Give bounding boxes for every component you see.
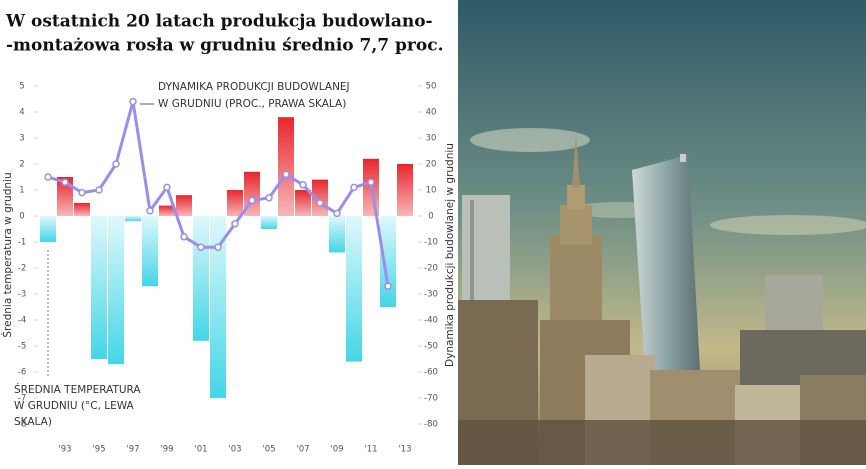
y-tick-label: 4 bbox=[19, 108, 24, 118]
y-tick-label: 5 bbox=[19, 82, 24, 92]
bar bbox=[91, 216, 107, 359]
line-marker bbox=[197, 243, 205, 251]
y2-tick-label: -10 bbox=[424, 238, 438, 248]
line-marker bbox=[78, 188, 86, 197]
line-marker bbox=[112, 160, 120, 168]
y2-tick-label: -40 bbox=[424, 316, 438, 326]
line-marker bbox=[61, 178, 69, 186]
y-tick-label: 3 bbox=[19, 134, 24, 144]
city-photo bbox=[458, 0, 866, 465]
y2-tick-label: -20 bbox=[424, 264, 438, 274]
line-marker bbox=[248, 196, 256, 205]
y-tick-label: -4 bbox=[18, 316, 26, 326]
chart-title: -montażowa rosła w grudniu średnio 7,7 p… bbox=[6, 36, 444, 56]
y2-tick-label: -50 bbox=[424, 342, 438, 352]
chart-title: W ostatnich 20 latach produkcja budowlan… bbox=[5, 12, 433, 32]
bar bbox=[346, 216, 362, 362]
line-marker bbox=[265, 194, 273, 202]
x-tick-label: '01 bbox=[194, 445, 207, 455]
bar bbox=[278, 117, 294, 216]
y2-tick-label: 30 bbox=[426, 134, 437, 144]
bar bbox=[74, 203, 90, 216]
bar bbox=[40, 216, 56, 242]
annotation: W GRUDNIU (°C, LEWA bbox=[14, 400, 135, 412]
bar bbox=[210, 216, 226, 398]
y2-tick-label: -70 bbox=[424, 394, 438, 404]
chart: W ostatnich 20 latach produkcja budowlan… bbox=[1, 11, 456, 455]
bar bbox=[57, 177, 73, 216]
line-marker bbox=[333, 209, 341, 218]
line-marker bbox=[180, 233, 188, 241]
bar bbox=[295, 190, 311, 216]
line-marker bbox=[299, 181, 307, 189]
annotation: W GRUDNIU (PROC., PRAWA SKALA) bbox=[158, 98, 346, 110]
line-marker bbox=[231, 220, 239, 228]
y-tick-label: -8 bbox=[18, 420, 26, 430]
line-marker bbox=[95, 186, 103, 194]
x-tick-label: '05 bbox=[262, 445, 275, 455]
line-marker bbox=[350, 183, 358, 192]
annotation: ŚREDNIA TEMPERATURA bbox=[14, 383, 141, 396]
line-marker bbox=[129, 97, 137, 106]
x-tick-label: '99 bbox=[160, 445, 173, 455]
bar bbox=[380, 216, 396, 307]
x-tick-label: '03 bbox=[228, 445, 241, 455]
x-tick-label: '11 bbox=[364, 445, 377, 455]
y-tick-label: 0 bbox=[19, 212, 24, 222]
bar bbox=[125, 216, 141, 222]
bar bbox=[227, 190, 243, 216]
line-marker bbox=[316, 199, 324, 207]
x-tick-label: '09 bbox=[330, 445, 343, 455]
line-marker bbox=[384, 282, 392, 290]
x-tick-label: '93 bbox=[58, 445, 71, 455]
y-tick-label: 1 bbox=[19, 186, 24, 196]
bar bbox=[142, 216, 158, 287]
x-tick-label: '07 bbox=[296, 445, 309, 455]
x-tick-label: '97 bbox=[126, 445, 139, 455]
bar bbox=[329, 216, 345, 253]
annotation: SKALA) bbox=[14, 416, 52, 428]
y2-tick-label: 0 bbox=[428, 212, 433, 222]
line-marker bbox=[146, 207, 154, 215]
line-marker bbox=[214, 243, 222, 251]
y2-tick-label: 10 bbox=[426, 186, 437, 196]
y-axis-label: Średnia temperatura w grudniu bbox=[1, 172, 14, 337]
line-marker bbox=[163, 183, 171, 192]
y-tick-label: -7 bbox=[18, 394, 26, 404]
y-tick-label: 2 bbox=[19, 160, 24, 170]
line-marker bbox=[44, 173, 52, 181]
y2-tick-label: -80 bbox=[424, 420, 438, 430]
y2-tick-label: -30 bbox=[424, 290, 438, 300]
y2-tick-label: -60 bbox=[424, 368, 438, 378]
y2-tick-label: 40 bbox=[426, 108, 437, 118]
bar bbox=[176, 195, 192, 216]
bar bbox=[108, 216, 124, 365]
y-tick-label: -1 bbox=[18, 238, 26, 248]
bar bbox=[261, 216, 277, 229]
y2-tick-label: 20 bbox=[426, 160, 437, 170]
y2-axis-label: Dynamika produkcji budowlanej w grudniu bbox=[444, 143, 456, 367]
bar bbox=[159, 205, 175, 216]
y-tick-label: -5 bbox=[18, 342, 26, 352]
line-marker bbox=[282, 170, 290, 179]
x-tick-label: '95 bbox=[92, 445, 105, 455]
annotation: DYNAMIKA PRODUKCJI BUDOWLANEJ bbox=[158, 81, 350, 93]
y-tick-label: -3 bbox=[18, 290, 26, 300]
bar bbox=[397, 164, 413, 216]
bar bbox=[193, 216, 209, 341]
y-tick-label: -6 bbox=[18, 368, 26, 378]
x-tick-label: '13 bbox=[398, 445, 411, 455]
y2-tick-label: 50 bbox=[426, 82, 437, 92]
line-marker bbox=[367, 178, 375, 186]
y-tick-label: -2 bbox=[18, 264, 26, 274]
